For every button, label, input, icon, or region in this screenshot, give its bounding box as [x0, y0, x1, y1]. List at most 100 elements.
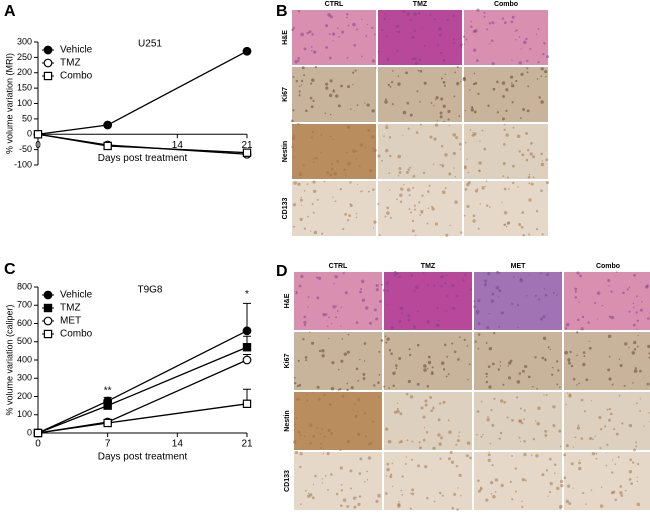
texture [329, 135, 332, 138]
texture [346, 382, 349, 385]
marker [103, 401, 112, 410]
y-tick-label: 150 [17, 83, 32, 93]
texture [361, 18, 363, 20]
texture [635, 328, 638, 330]
texture [349, 469, 353, 473]
texture [628, 477, 632, 481]
texture [648, 412, 650, 414]
texture [633, 369, 638, 373]
texture [332, 138, 334, 141]
texture [527, 375, 531, 379]
texture [333, 172, 337, 176]
micrograph [474, 272, 562, 330]
texture [499, 365, 502, 367]
texture [608, 377, 612, 381]
texture [315, 156, 318, 160]
marker [242, 148, 252, 157]
texture [292, 225, 295, 228]
texture [358, 472, 362, 475]
texture [357, 502, 361, 506]
texture [600, 428, 603, 431]
texture [339, 448, 342, 452]
legend-label: TMZ [60, 58, 81, 69]
texture [407, 314, 411, 318]
texture [639, 409, 642, 412]
texture [530, 454, 533, 456]
texture [548, 457, 552, 461]
texture [603, 425, 607, 428]
texture [490, 299, 495, 303]
texture [356, 183, 359, 186]
texture [329, 113, 332, 116]
texture [582, 492, 585, 495]
texture [299, 399, 301, 401]
texture [433, 500, 436, 503]
texture [340, 359, 344, 363]
micrograph [294, 452, 382, 510]
texture [521, 211, 525, 214]
texture [516, 134, 521, 139]
micrograph [564, 452, 650, 510]
texture [588, 436, 593, 440]
texture [639, 308, 643, 312]
texture [295, 291, 298, 295]
texture [633, 273, 637, 277]
texture [523, 40, 527, 45]
texture [518, 372, 522, 375]
texture [361, 55, 363, 58]
texture [332, 90, 336, 93]
texture [547, 495, 549, 497]
texture [341, 394, 345, 398]
texture [453, 95, 456, 98]
texture [398, 320, 402, 323]
texture [407, 168, 410, 171]
legend-marker [43, 329, 53, 339]
texture [311, 496, 315, 500]
texture [486, 418, 490, 422]
texture [291, 136, 296, 140]
texture [411, 488, 415, 492]
texture [377, 494, 381, 498]
texture [455, 136, 459, 140]
texture [300, 32, 304, 37]
texture [568, 394, 572, 398]
texture [535, 227, 539, 231]
texture [630, 482, 634, 485]
texture [505, 109, 508, 113]
y-tick-label: 0 [27, 427, 32, 437]
texture [297, 9, 301, 13]
texture [474, 29, 478, 33]
texture [408, 194, 411, 197]
legend-label: Vehicle [60, 290, 93, 301]
texture [346, 505, 350, 508]
texture [526, 59, 529, 62]
texture [511, 302, 514, 305]
texture [325, 86, 329, 90]
panel-letter: C [4, 261, 16, 278]
texture [496, 80, 499, 84]
texture [507, 365, 509, 367]
texture [472, 131, 474, 134]
texture [598, 415, 602, 420]
texture [518, 436, 521, 439]
texture [473, 132, 477, 136]
texture [371, 420, 375, 423]
texture [530, 182, 534, 186]
texture [551, 373, 554, 376]
texture [574, 290, 577, 293]
texture [335, 305, 338, 307]
texture [435, 99, 437, 101]
texture [635, 311, 638, 314]
texture [357, 398, 361, 401]
texture [329, 56, 332, 60]
texture [334, 275, 338, 279]
texture [639, 398, 642, 400]
texture [498, 325, 501, 328]
texture [636, 480, 639, 483]
texture [453, 167, 455, 169]
texture [365, 306, 369, 310]
texture [411, 219, 415, 223]
texture [313, 50, 317, 54]
texture [560, 271, 562, 274]
texture [338, 35, 340, 38]
